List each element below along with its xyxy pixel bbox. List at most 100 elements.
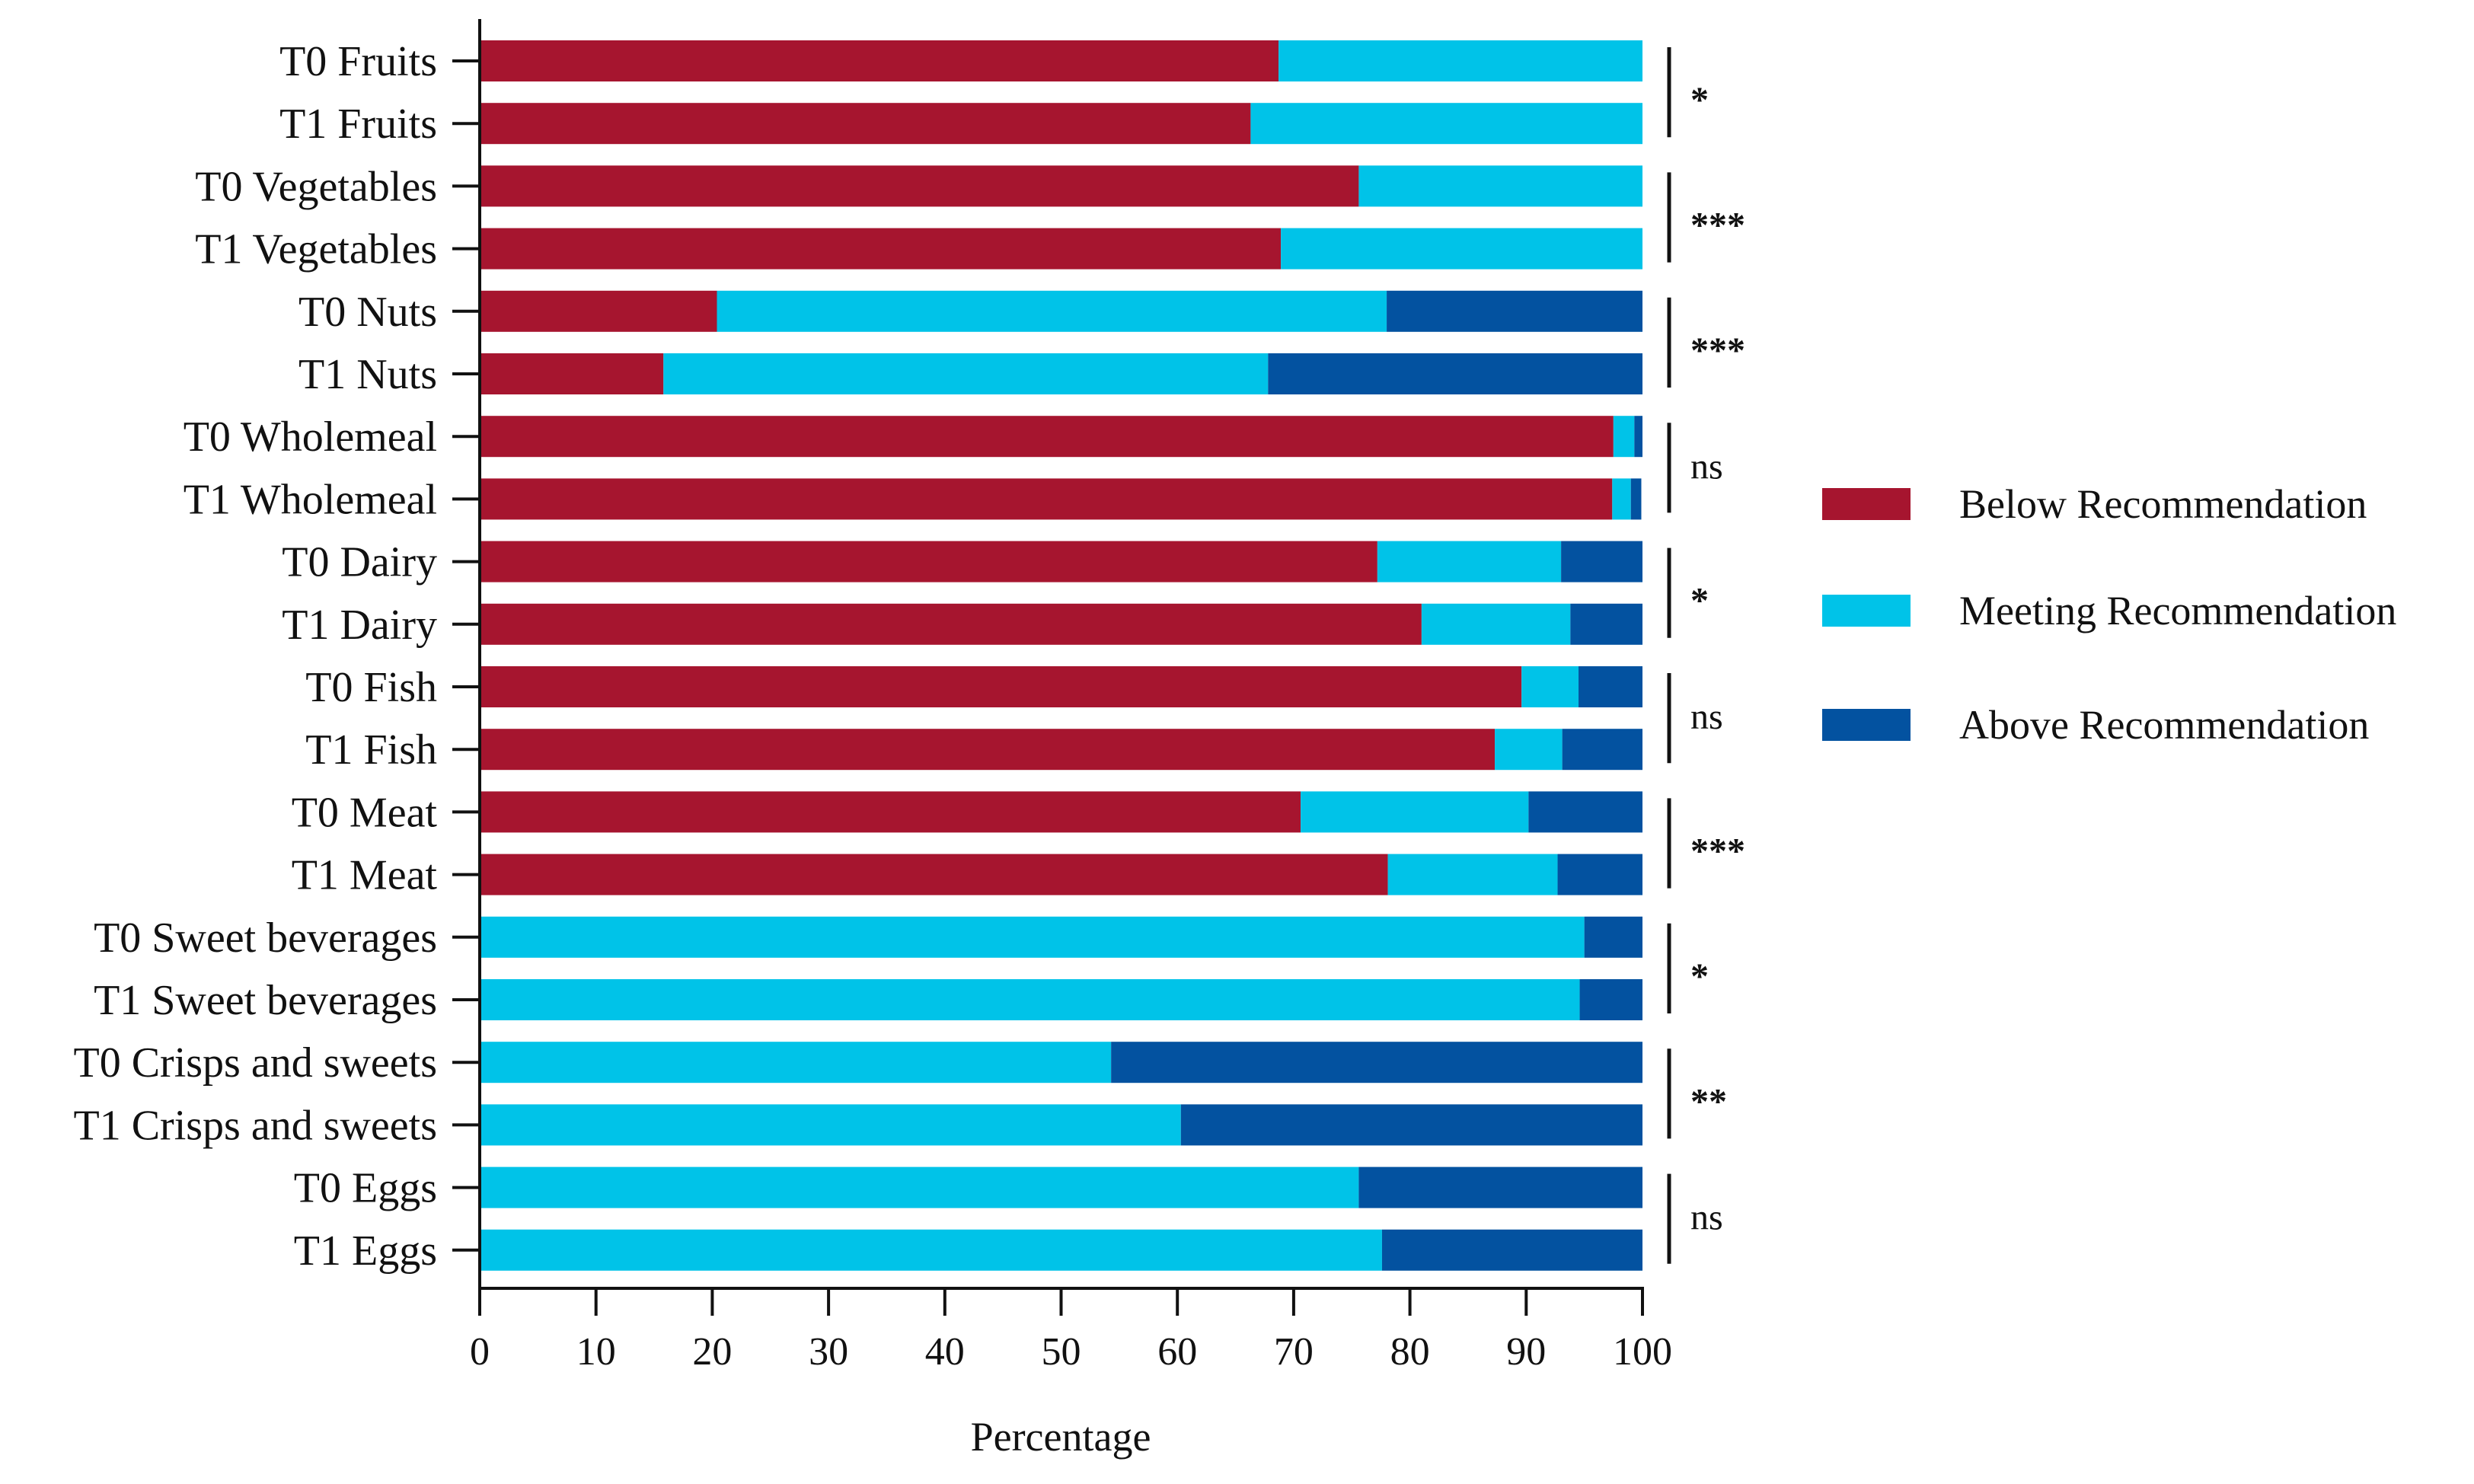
x-tick-label: 70 (1274, 1330, 1314, 1374)
bar-segment-meeting-6 (663, 353, 1269, 394)
bar-segment-meeting-14 (1387, 854, 1558, 895)
bar-segment-below-3 (480, 165, 1359, 207)
bar-segment-above-10 (1570, 603, 1642, 645)
bar-segment-below-2 (480, 103, 1251, 145)
category-label: T1 Fruits (279, 101, 437, 148)
x-tick-label: 60 (1157, 1330, 1197, 1374)
bar-segment-below-14 (480, 854, 1388, 895)
x-axis: 0 10 20 30 40 50 60 70 80 90 100 (470, 1287, 1672, 1374)
bar-segment-above-9 (1561, 541, 1642, 582)
category-label: T1 Vegetables (195, 226, 437, 273)
category-label: T0 Fish (305, 664, 437, 711)
x-tick-label: 50 (1042, 1330, 1081, 1374)
bar-segment-meeting-16 (480, 979, 1580, 1020)
x-tick-label: 40 (925, 1330, 965, 1374)
x-tick-label: 80 (1390, 1330, 1430, 1374)
x-tick-label: 90 (1506, 1330, 1546, 1374)
bar-segment-above-13 (1528, 791, 1642, 833)
category-label: T1 Dairy (282, 602, 437, 649)
bar-segment-meeting-9 (1377, 541, 1562, 582)
bar-segment-meeting-13 (1301, 791, 1529, 833)
bar-segment-above-6 (1268, 353, 1642, 394)
bar-segment-above-14 (1557, 854, 1642, 895)
significance-label: * (1690, 956, 1709, 997)
legend-label: Below Recommendation (1959, 481, 2367, 527)
bar-segment-meeting-7 (1613, 416, 1635, 458)
category-label: T1 Meat (292, 852, 438, 899)
y-axis: T0 Fruits T1 Fruits T0 Vegetables T1 Vegeta… (73, 19, 481, 1288)
significance-label: *** (1690, 831, 1745, 872)
bar-segment-below-8 (480, 478, 1613, 520)
category-label: T0 Fruits (279, 38, 437, 85)
category-label: T0 Vegetables (195, 163, 437, 210)
bar-segment-below-9 (480, 541, 1377, 582)
bar-segment-above-7 (1634, 416, 1642, 458)
category-label: T1 Nuts (298, 351, 437, 398)
legend-swatch-below (1822, 488, 1911, 520)
significance-label: ns (1690, 446, 1723, 487)
significance-label: *** (1690, 330, 1745, 371)
bar-segment-below-5 (480, 290, 717, 332)
bar-segment-meeting-12 (1495, 729, 1563, 771)
category-label: T1 Fish (305, 726, 437, 774)
category-label: T0 Sweet beverages (94, 914, 437, 962)
bar-segment-above-16 (1579, 979, 1642, 1020)
bar-segment-below-7 (480, 416, 1614, 458)
bar-segment-above-5 (1387, 290, 1642, 332)
bar-segment-meeting-18 (480, 1104, 1181, 1146)
category-label: T0 Nuts (298, 289, 437, 336)
bars-layer (480, 40, 1642, 1271)
bar-segment-meeting-5 (717, 290, 1387, 332)
significance-brackets: *******ns*ns******ns (1667, 47, 1745, 1264)
x-tick-label: 20 (692, 1330, 732, 1374)
significance-label: ns (1690, 697, 1723, 737)
significance-label: * (1690, 80, 1709, 120)
bar-segment-below-13 (480, 791, 1301, 833)
x-tick-label: 10 (576, 1330, 616, 1374)
bar-segment-below-10 (480, 603, 1422, 645)
legend-swatch-meeting (1822, 595, 1911, 627)
category-label: T1 Sweet beverages (94, 977, 437, 1024)
bar-segment-above-19 (1358, 1166, 1642, 1208)
bar-segment-above-12 (1562, 729, 1642, 771)
bar-segment-above-17 (1111, 1042, 1642, 1083)
bar-segment-meeting-8 (1612, 478, 1631, 520)
bar-segment-below-1 (480, 40, 1279, 81)
category-label: T1 Eggs (294, 1227, 437, 1275)
bar-segment-below-6 (480, 353, 664, 394)
significance-label: *** (1690, 206, 1745, 246)
legend-label: Meeting Recommendation (1959, 588, 2396, 633)
bar-segment-below-11 (480, 666, 1522, 707)
category-label: T0 Crisps and sweets (73, 1039, 437, 1087)
x-tick-label: 30 (809, 1330, 848, 1374)
x-tick-label: 0 (470, 1330, 490, 1374)
category-label: T0 Meat (292, 789, 438, 836)
bar-segment-above-18 (1180, 1104, 1642, 1146)
category-label: T0 Wholemeal (184, 413, 437, 461)
bar-segment-below-12 (480, 729, 1496, 771)
bar-segment-above-8 (1630, 478, 1642, 520)
x-tick-label: 100 (1613, 1330, 1672, 1374)
legend: Below Recommendation Meeting Recommendati… (1822, 481, 2396, 748)
category-label: T1 Crisps and sweets (73, 1102, 437, 1149)
bar-segment-meeting-15 (480, 916, 1585, 958)
bar-segment-meeting-1 (1278, 40, 1642, 81)
bar-segment-meeting-19 (480, 1166, 1359, 1208)
x-axis-title: Percentage (971, 1414, 1151, 1460)
significance-label: * (1690, 581, 1709, 621)
category-label: T0 Dairy (282, 539, 437, 586)
legend-swatch-above (1822, 709, 1911, 741)
legend-label: Above Recommendation (1959, 702, 2369, 748)
bar-segment-meeting-17 (480, 1042, 1112, 1083)
bar-segment-meeting-3 (1358, 165, 1642, 207)
category-label: T0 Eggs (294, 1165, 437, 1212)
bar-segment-meeting-11 (1521, 666, 1579, 707)
bar-segment-meeting-2 (1250, 103, 1642, 145)
bar-segment-meeting-4 (1281, 228, 1642, 270)
category-label: T1 Wholemeal (184, 476, 437, 523)
bar-segment-meeting-10 (1421, 603, 1571, 645)
bar-segment-above-20 (1381, 1229, 1642, 1271)
significance-label: ns (1690, 1198, 1723, 1238)
